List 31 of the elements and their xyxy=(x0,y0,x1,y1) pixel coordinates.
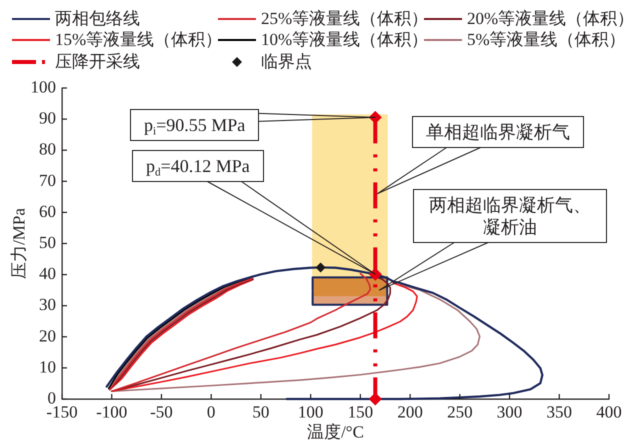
legend-label: 压降开采线 xyxy=(55,52,140,72)
legend-label: 两相包络线 xyxy=(55,8,140,29)
legend-label: 15%等液量线（体积） xyxy=(55,30,222,50)
y-tick-label: 80 xyxy=(39,140,56,159)
y-tick-label: 40 xyxy=(39,264,56,284)
x-axis-title: 温度/°C xyxy=(307,422,364,442)
y-axis-title: 压力/MPa xyxy=(10,208,29,279)
x-tick-label: 400 xyxy=(596,402,622,422)
legend-label: 25%等液量线（体积） xyxy=(261,8,428,29)
x-tick-label: -50 xyxy=(150,402,173,422)
x-tick-label: 250 xyxy=(447,402,473,422)
x-tick-label: 100 xyxy=(298,402,324,422)
legend-label: 5%等液量线（体积） xyxy=(467,30,626,50)
x-tick-label: 0 xyxy=(206,402,216,422)
y-tick-label: 100 xyxy=(30,77,56,96)
y-tick-label: 20 xyxy=(39,326,56,346)
y-tick-label: 90 xyxy=(39,108,56,128)
y-tick-label: 70 xyxy=(39,170,56,190)
y-tick-label: 10 xyxy=(39,357,56,376)
x-tick-label: 350 xyxy=(546,402,572,422)
x-tick-label: 300 xyxy=(496,402,522,422)
x-tick-label: 200 xyxy=(397,402,423,422)
legend-label: 20%等液量线（体积） xyxy=(467,8,634,29)
y-tick-label: 60 xyxy=(39,202,56,221)
x-tick-label: 50 xyxy=(252,402,270,422)
legend-label: 10%等液量线（体积） xyxy=(261,30,428,50)
legend-label: 临界点 xyxy=(261,52,312,72)
y-tick-label: 30 xyxy=(39,295,56,314)
y-tick-label: 50 xyxy=(39,232,56,252)
x-tick-label: -100 xyxy=(96,402,128,422)
x-tick-label: 150 xyxy=(348,402,374,422)
